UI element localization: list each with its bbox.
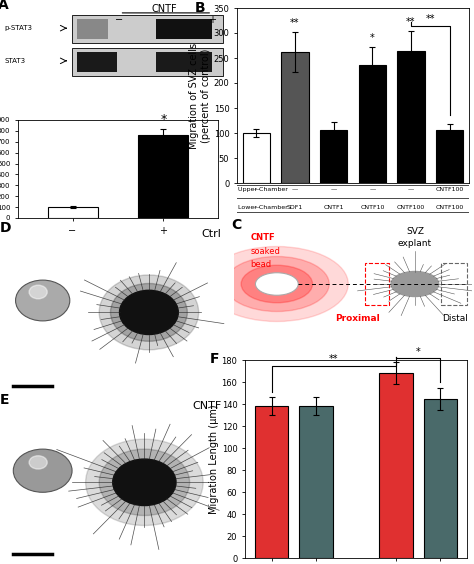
Text: CNTF: CNTF	[192, 401, 221, 411]
Text: STAT3: STAT3	[4, 58, 26, 64]
Text: A: A	[0, 0, 8, 12]
Circle shape	[29, 285, 47, 299]
Text: CNTF100: CNTF100	[436, 205, 464, 210]
Circle shape	[113, 459, 176, 505]
Circle shape	[86, 439, 203, 526]
Text: CNTF10: CNTF10	[360, 205, 384, 210]
Text: SVZ: SVZ	[406, 227, 424, 236]
Circle shape	[110, 284, 187, 341]
Text: CNTF100: CNTF100	[436, 187, 464, 192]
Bar	[424, 399, 457, 558]
Bar	[320, 130, 347, 183]
Bar	[436, 130, 463, 183]
Text: **: **	[290, 18, 300, 28]
Text: **: **	[329, 354, 338, 364]
Circle shape	[16, 280, 70, 321]
Text: *: *	[370, 33, 375, 43]
Text: —: —	[330, 187, 337, 192]
Bar	[300, 406, 333, 558]
Circle shape	[241, 265, 312, 303]
Circle shape	[225, 257, 329, 311]
Text: Upper Chamber: Upper Chamber	[238, 187, 288, 192]
Text: CNTF100: CNTF100	[397, 205, 425, 210]
Y-axis label: Migration of SVZ cells
(percent of control): Migration of SVZ cells (percent of contr…	[189, 42, 211, 148]
Circle shape	[13, 449, 72, 492]
Text: **: **	[426, 14, 435, 24]
Bar	[398, 51, 425, 183]
Bar	[365, 263, 389, 305]
Text: F: F	[210, 352, 219, 366]
Text: Distal: Distal	[442, 314, 468, 323]
Bar	[255, 406, 288, 558]
Text: explant: explant	[398, 239, 432, 248]
Text: SDF1: SDF1	[287, 205, 303, 210]
Text: CNTF: CNTF	[152, 4, 178, 14]
Text: **: **	[406, 16, 416, 27]
Text: *: *	[416, 347, 420, 356]
Text: *: *	[160, 113, 166, 126]
Text: —: —	[369, 187, 375, 192]
Text: —: —	[253, 205, 259, 210]
Text: B: B	[195, 1, 206, 15]
Text: +: +	[208, 15, 216, 25]
Text: CNTF1: CNTF1	[323, 205, 344, 210]
Text: −: −	[116, 15, 124, 25]
Circle shape	[99, 449, 190, 515]
Text: —: —	[253, 187, 259, 192]
Text: —: —	[408, 187, 414, 192]
Bar	[359, 64, 386, 183]
Bar	[379, 373, 412, 558]
Bar	[155, 19, 212, 39]
Text: E: E	[0, 393, 9, 407]
Bar	[77, 19, 108, 39]
Bar	[77, 52, 117, 72]
Bar	[441, 263, 467, 305]
Text: soaked: soaked	[251, 246, 281, 255]
Circle shape	[255, 273, 298, 295]
Y-axis label: Migration Length (μm): Migration Length (μm)	[209, 404, 219, 514]
Bar	[282, 52, 309, 183]
Text: Ctrl: Ctrl	[201, 229, 221, 239]
Text: p-STAT3: p-STAT3	[4, 25, 32, 31]
Bar	[72, 48, 223, 76]
Circle shape	[205, 246, 348, 321]
Circle shape	[99, 275, 199, 350]
Text: Lower Chamber: Lower Chamber	[238, 205, 288, 210]
Text: D: D	[0, 221, 11, 235]
Bar	[155, 52, 212, 72]
Circle shape	[29, 456, 47, 469]
Circle shape	[391, 271, 438, 297]
Bar	[72, 15, 223, 43]
Circle shape	[119, 290, 178, 334]
Text: —: —	[292, 187, 298, 192]
Bar	[243, 133, 270, 183]
Bar	[138, 135, 189, 218]
Text: Proximal: Proximal	[336, 314, 380, 323]
Text: bead: bead	[251, 260, 272, 269]
Text: C: C	[232, 218, 242, 232]
Text: CNTF: CNTF	[251, 233, 275, 242]
Bar	[47, 207, 98, 218]
